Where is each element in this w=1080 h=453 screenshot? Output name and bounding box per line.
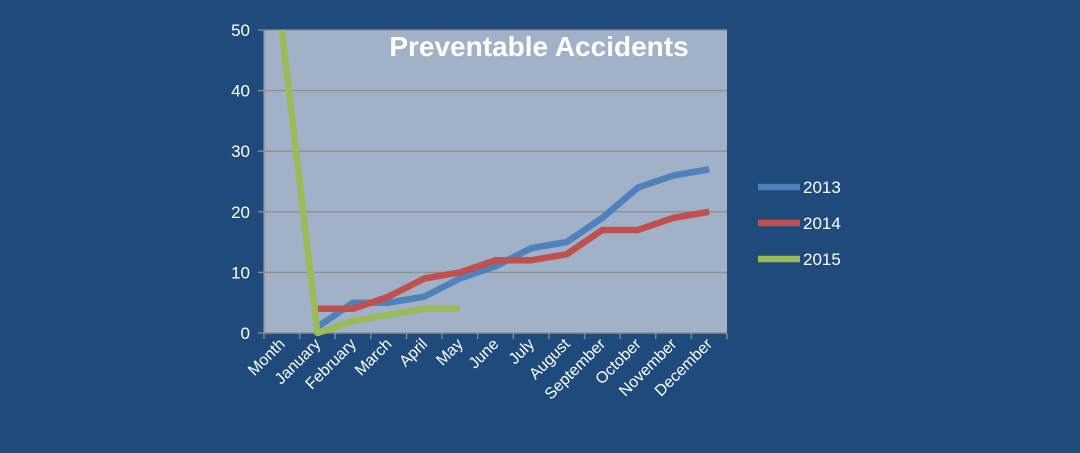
series-line-2015 <box>278 29 460 337</box>
y-tick-label-20: 20 <box>231 203 250 222</box>
x-tick-label-april: April <box>396 336 431 371</box>
series-line-2014 <box>317 208 710 313</box>
series-lines <box>278 29 710 337</box>
y-tick-label-10: 10 <box>231 263 250 282</box>
legend-item-2013: 2013 <box>758 178 841 197</box>
x-tick-label-june: June <box>466 336 503 373</box>
legend-label-2015: 2015 <box>803 250 841 269</box>
chart-title: Preventable Accidents <box>389 31 688 62</box>
legend-item-2014: 2014 <box>758 214 841 233</box>
x-tick-label-may: May <box>433 336 466 369</box>
y-tick-label-0: 0 <box>241 324 250 343</box>
legend-label-2013: 2013 <box>803 178 841 197</box>
x-tick-label-march: March <box>352 336 395 379</box>
y-tick-label-40: 40 <box>231 82 250 101</box>
axes <box>263 30 728 339</box>
y-tick-label-50: 50 <box>231 21 250 40</box>
legend-item-2015: 2015 <box>758 250 841 269</box>
legend-label-2014: 2014 <box>803 214 841 233</box>
y-axis-tick-labels: 0 10 20 30 40 50 <box>231 21 250 343</box>
legend: 2013 2014 2015 <box>758 178 841 269</box>
y-tick-label-30: 30 <box>231 142 250 161</box>
